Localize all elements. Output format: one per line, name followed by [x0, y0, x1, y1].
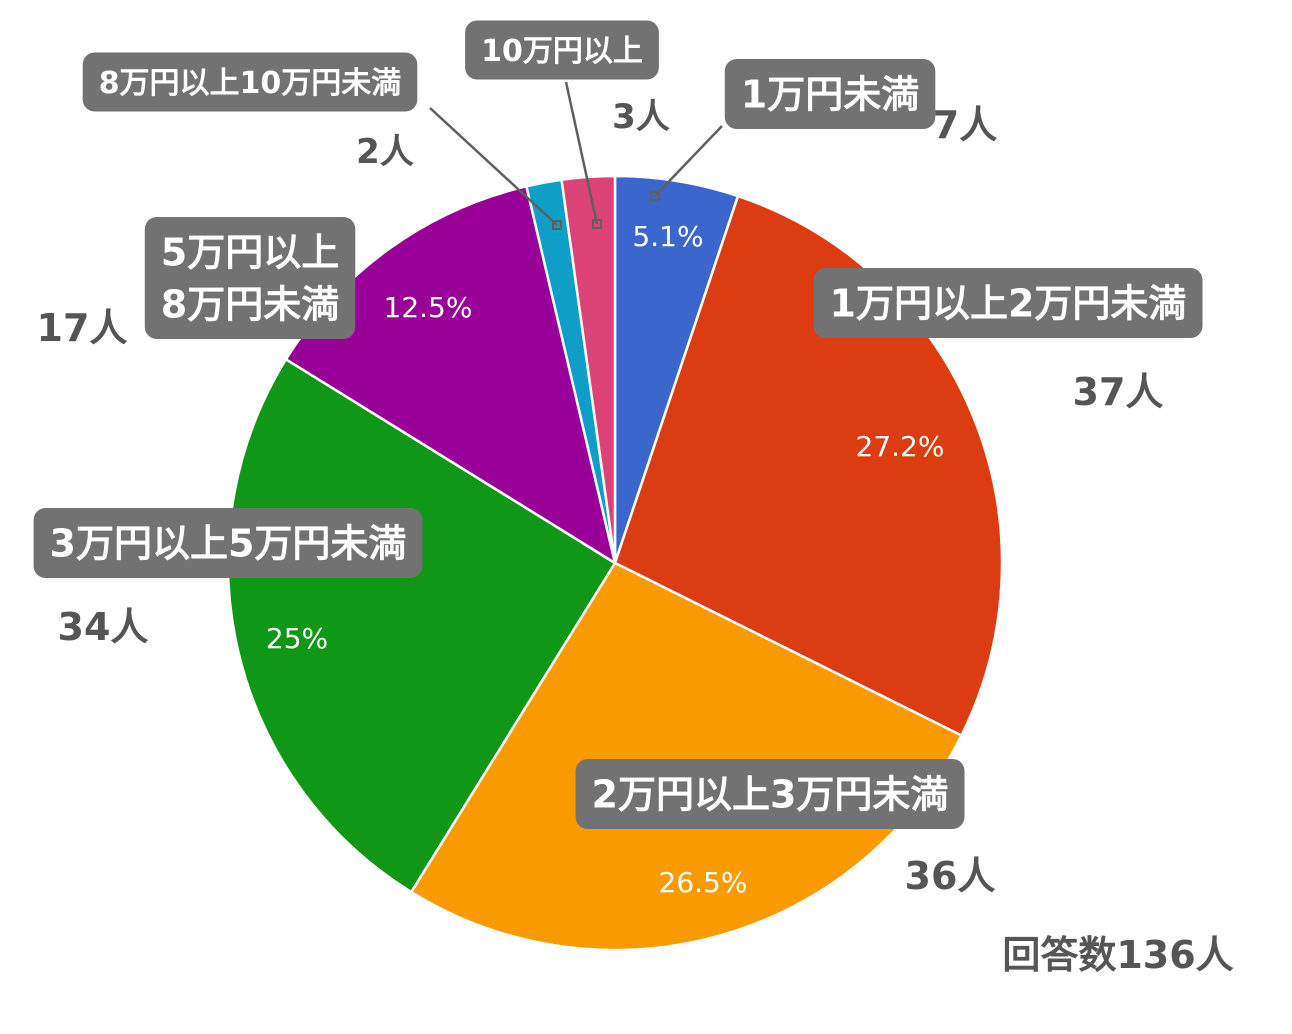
count-labels: 7人 37人 36人 34人 17人 2人 3人 — [37, 97, 1164, 898]
label-text: 10万円以上 — [481, 34, 643, 69]
count-label-6: 2人 — [356, 132, 414, 172]
label-pill-bg — [813, 268, 1203, 338]
percent-label-5: 12.5% — [384, 291, 473, 324]
count-label-4: 34人 — [58, 605, 149, 649]
pie-slice-4 — [226, 357, 617, 894]
percent-label-3: 26.5% — [659, 866, 748, 899]
category-label-4: 3万円以上5万円未満 — [33, 508, 423, 578]
leader-anchor-1 — [650, 191, 660, 201]
label-text: 1万円以上2万円未満 — [830, 282, 1187, 326]
percent-label-2: 27.2% — [856, 430, 945, 463]
label-text: 8万円以上10万円未満 — [99, 66, 402, 101]
leader-anchor-6 — [552, 220, 562, 230]
category-label-5: 5万円以上 8万円未満 — [144, 217, 356, 339]
label-text: 3万円以上5万円未満 — [50, 522, 407, 566]
label-text: 5万円以上 8万円未満 — [161, 231, 339, 327]
category-label-7: 10万円以上 — [465, 20, 659, 80]
label-pill-bg — [82, 52, 418, 112]
leader-anchor-7 — [592, 219, 602, 229]
count-label-5: 17人 — [37, 306, 128, 350]
category-label-1: 1万円未満 — [724, 59, 936, 129]
label-text: 1万円未満 — [741, 73, 919, 117]
leader-line-6 — [429, 107, 558, 226]
total-responses: 回答数136人 — [1002, 933, 1233, 977]
percent-labels: 5.1% 27.2% 26.5% 25% 12.5% — [266, 220, 945, 899]
label-pill-bg — [575, 759, 965, 829]
leader-lines — [429, 81, 723, 230]
label-pill-bg — [465, 20, 659, 80]
count-label-1: 7人 — [933, 103, 997, 147]
label-pill-bg — [724, 59, 936, 129]
category-labels: 1万円未満 1万円以上2万円未満 2万円以上3万円未満 3万円以上5万円未満 5万円以上… — [33, 20, 1203, 829]
category-label-2: 1万円以上2万円未満 — [813, 268, 1203, 338]
label-text: 2万円以上3万円未満 — [592, 773, 949, 817]
count-label-7: 3人 — [612, 97, 670, 137]
category-label-3: 2万円以上3万円未満 — [575, 759, 965, 829]
leader-line-7 — [564, 81, 599, 225]
category-label-6: 8万円以上10万円未満 — [82, 52, 418, 112]
count-label-2: 37人 — [1073, 370, 1164, 414]
label-pill-bg — [144, 217, 356, 339]
leader-line-1 — [654, 125, 723, 197]
count-label-3: 36人 — [905, 854, 996, 898]
percent-label-1: 5.1% — [632, 220, 703, 253]
pie-slice-7 — [560, 174, 617, 564]
label-pill-bg — [33, 508, 423, 578]
percent-label-4: 25% — [266, 622, 328, 655]
